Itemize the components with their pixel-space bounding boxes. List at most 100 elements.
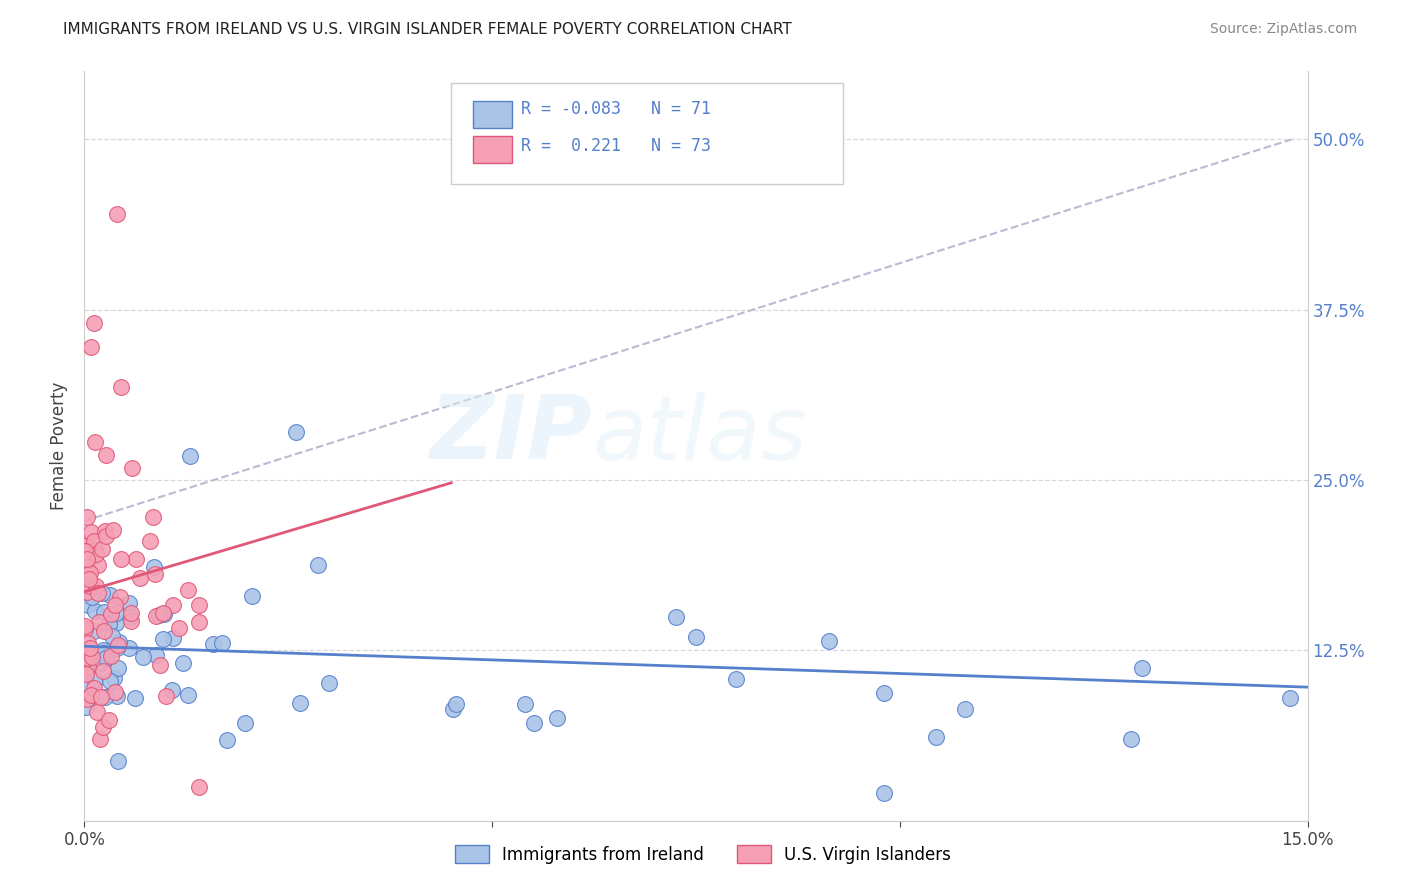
FancyBboxPatch shape — [474, 101, 513, 128]
Point — [80, 688, 103, 702]
Point — [100, 674, 122, 689]
Point — [77, 676, 100, 690]
Text: IMMIGRANTS FROM IRELAND VS U.S. VIRGIN ISLANDER FEMALE POVERTY CORRELATION CHART: IMMIGRANTS FROM IRELAND VS U.S. VIRGIN I… — [63, 22, 792, 37]
Point — [94, 524, 117, 539]
Point — [89, 656, 111, 670]
Point — [80, 550, 103, 565]
Point — [187, 780, 209, 794]
Point — [93, 645, 115, 659]
Point — [79, 641, 101, 656]
Point — [98, 617, 121, 632]
Point — [77, 651, 100, 665]
Point — [107, 755, 129, 769]
Point — [817, 633, 839, 648]
Point — [118, 609, 141, 624]
Point — [138, 534, 160, 549]
Point — [873, 686, 896, 700]
Point — [444, 697, 467, 711]
Point — [128, 571, 150, 585]
Point — [118, 641, 141, 656]
Point — [120, 607, 142, 621]
Point — [110, 380, 132, 394]
Point — [79, 579, 101, 593]
Point — [240, 589, 263, 603]
Point — [1119, 731, 1142, 746]
Point — [103, 671, 125, 685]
Point — [120, 614, 142, 628]
Point — [76, 691, 98, 706]
Text: R =  0.221   N = 73: R = 0.221 N = 73 — [522, 137, 711, 155]
Point — [233, 715, 256, 730]
Point — [76, 509, 98, 524]
Point — [105, 640, 128, 655]
Point — [79, 566, 101, 580]
Point — [143, 567, 166, 582]
Point — [91, 643, 114, 657]
Point — [87, 586, 110, 600]
Text: atlas: atlas — [592, 392, 807, 478]
Point — [162, 632, 184, 646]
Point — [924, 730, 946, 744]
Point — [104, 685, 127, 699]
Point — [104, 606, 127, 620]
Text: ZIP: ZIP — [429, 392, 592, 478]
Point — [152, 632, 174, 646]
Point — [76, 657, 98, 671]
Point — [1278, 691, 1301, 706]
Point — [77, 691, 100, 706]
Point — [84, 542, 107, 557]
Point — [91, 664, 114, 678]
Point — [77, 647, 100, 661]
Point — [91, 646, 114, 660]
Point — [107, 638, 129, 652]
Point — [80, 650, 103, 665]
Point — [79, 524, 101, 539]
Point — [523, 715, 546, 730]
Point — [87, 615, 110, 629]
Point — [93, 624, 115, 638]
Point — [84, 578, 107, 592]
Point — [148, 607, 170, 622]
Point — [75, 667, 97, 681]
Point — [108, 590, 131, 604]
Point — [94, 528, 117, 542]
Point — [145, 609, 167, 624]
Point — [307, 558, 329, 572]
Point — [160, 683, 183, 698]
Point — [187, 598, 209, 612]
Point — [84, 604, 107, 618]
Point — [82, 590, 104, 604]
Point — [132, 649, 155, 664]
Point — [84, 547, 107, 561]
Point — [177, 689, 200, 703]
Point — [124, 691, 146, 706]
Point — [75, 544, 97, 558]
Point — [76, 635, 98, 649]
Point — [98, 714, 121, 728]
Point — [118, 596, 141, 610]
Point — [84, 673, 107, 687]
Point — [76, 552, 98, 566]
Point — [91, 720, 114, 734]
Point — [125, 551, 148, 566]
Point — [83, 317, 105, 331]
Point — [100, 607, 122, 622]
Point — [76, 647, 98, 661]
Point — [75, 558, 97, 573]
Point — [83, 681, 105, 695]
Point — [177, 583, 200, 598]
Point — [152, 607, 174, 622]
Point — [155, 690, 177, 704]
Point — [105, 207, 128, 221]
Point — [75, 623, 97, 637]
Point — [104, 616, 127, 631]
Point — [152, 606, 174, 620]
Point — [100, 649, 122, 664]
Text: Source: ZipAtlas.com: Source: ZipAtlas.com — [1209, 22, 1357, 37]
Point — [93, 605, 115, 619]
Point — [98, 588, 121, 602]
Point — [75, 700, 97, 714]
Point — [1130, 661, 1153, 675]
Point — [121, 460, 143, 475]
FancyBboxPatch shape — [451, 83, 842, 184]
